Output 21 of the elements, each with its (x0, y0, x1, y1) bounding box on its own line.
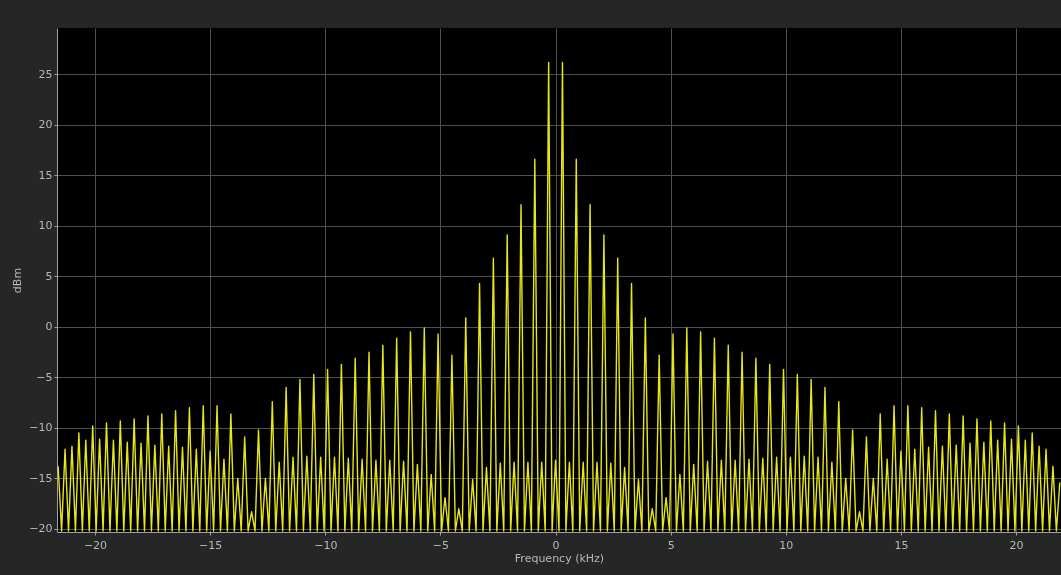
y-tick-label: 20 (38, 118, 53, 132)
x-tick-label: −10 (314, 538, 338, 552)
x-tick-label: −15 (199, 538, 223, 552)
y-tick-label: −5 (36, 370, 53, 384)
x-tick-label: 20 (1009, 538, 1024, 552)
x-tick-label: 15 (894, 538, 909, 552)
x-tick-label: 10 (779, 538, 794, 552)
x-tick-label: 0 (552, 538, 560, 552)
x-tick-label: −20 (83, 538, 108, 552)
y-tick-label: −10 (29, 421, 53, 435)
y-tick-label: 5 (45, 269, 53, 283)
x-tick-label: −5 (432, 538, 450, 552)
x-axis-title: Frequency (kHz) (514, 551, 605, 565)
y-tick-label: 15 (38, 168, 53, 182)
y-tick-label: −20 (29, 522, 53, 536)
y-tick-label: 10 (38, 219, 53, 233)
y-tick-label: 25 (38, 67, 53, 81)
y-axis-title: dBm (11, 267, 25, 294)
x-tick-label: 5 (667, 538, 675, 552)
y-tick-label: 0 (45, 320, 53, 334)
y-tick-label: −15 (29, 471, 53, 485)
